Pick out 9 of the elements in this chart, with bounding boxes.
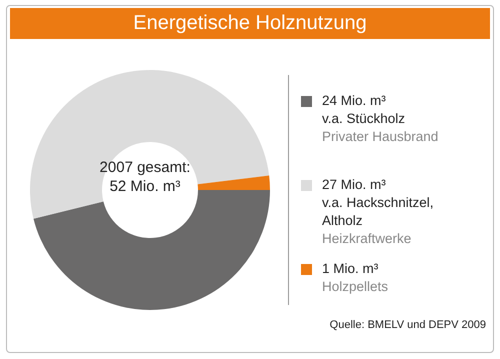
source-note: Quelle: BMELV und DEPV 2009 bbox=[330, 319, 486, 331]
legend-label: 24 Mio. m³ v.a. Stückholz Privater Hausbrand bbox=[322, 92, 440, 146]
chart-title: Energetische Holznutzung bbox=[10, 8, 490, 39]
legend-label: 27 Mio. m³ v.a. Hackschnitzel, Altholz Heizkraftwerke bbox=[322, 176, 435, 248]
legend-label: 1 Mio. m³ Holzpellets bbox=[322, 260, 390, 296]
donut-slice bbox=[33, 190, 270, 310]
donut-slice bbox=[30, 70, 270, 219]
donut-slice bbox=[198, 176, 270, 190]
text: 2007 gesamt: 52 Mio. m³ bbox=[98, 158, 192, 196]
